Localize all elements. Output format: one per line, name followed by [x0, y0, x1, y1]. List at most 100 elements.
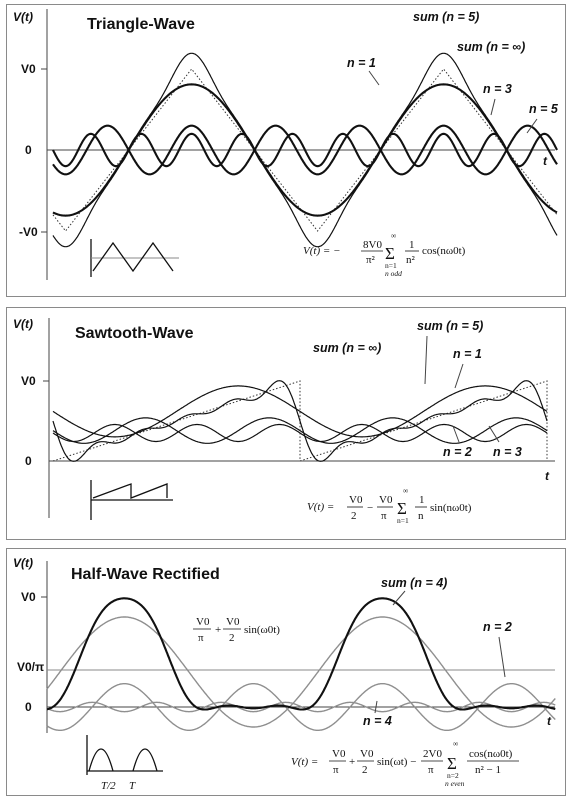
- y-tick-label-zero: 0: [25, 700, 32, 714]
- formula-sum-bottom: n=1: [397, 516, 409, 525]
- fund-a-num: V0: [196, 616, 210, 628]
- formula-sigma: Σ: [397, 499, 407, 518]
- chart-title: Half-Wave Rectified: [71, 566, 220, 583]
- formula-sum-cond: n even: [445, 779, 465, 788]
- y-tick-label-neg-v0: -V0: [19, 225, 38, 239]
- series-sum-n-5: [52, 380, 548, 462]
- y-tick-label-v0: V0: [21, 374, 36, 388]
- label-leader: [424, 335, 428, 385]
- label-n-1: n = 1: [453, 347, 482, 361]
- series-sum-n-5: [52, 52, 558, 248]
- formula-a-den: 2: [351, 510, 357, 522]
- formula-coef-num: 8V0: [363, 239, 382, 251]
- formula-c-den: π: [428, 764, 434, 776]
- half-wave-panel: V(t) Half-Wave Rectified V0 V0/π 0 t sum…: [6, 548, 566, 796]
- formula-plus: +: [349, 756, 355, 768]
- series-n-2: [52, 417, 548, 444]
- formula-a-num: V0: [332, 748, 346, 760]
- formula-mid: sin(ωt) −: [377, 756, 416, 768]
- formula-b-den: 2: [362, 764, 368, 776]
- formula-b-num: V0: [360, 748, 374, 760]
- formula-sum-top: ∞: [403, 486, 408, 495]
- half-wave-inset: T/2 T: [86, 735, 163, 792]
- label-n-4: n = 4: [363, 714, 392, 728]
- label-n-2: n = 2: [443, 445, 472, 459]
- fund-b-den: 2: [229, 632, 235, 644]
- fund-tail: sin(ω0t): [244, 624, 280, 636]
- formula-term-num: cos(nω0t): [469, 748, 513, 760]
- half-wave-chart: V(t) Half-Wave Rectified V0 V0/π 0 t sum…: [13, 556, 556, 792]
- y-tick-label-v0: V0: [21, 590, 36, 604]
- series-sum-n-4: [46, 597, 556, 711]
- series-n-4: [46, 701, 556, 713]
- triangle-wave-panel: V(t) Triangle-Wave V0 0 -V0 t sum (n = 5…: [6, 4, 566, 297]
- fund-plus: +: [215, 624, 221, 636]
- formula-c-num: 2V0: [423, 748, 442, 760]
- y-axis-label: V(t): [13, 317, 33, 331]
- label-n-5: n = 5: [529, 102, 559, 116]
- formula-sigma: Σ: [447, 754, 457, 773]
- label-leader: [498, 636, 506, 678]
- inset-sawtooth-wave: [92, 483, 168, 499]
- formula-term-num: 1: [409, 239, 415, 251]
- formula-sigma: Σ: [385, 244, 395, 263]
- label-leader: [374, 700, 378, 714]
- chart-title: Sawtooth-Wave: [75, 325, 194, 342]
- y-axis-label: V(t): [13, 10, 33, 24]
- triangle-wave-chart: V(t) Triangle-Wave V0 0 -V0 t sum (n = 5…: [13, 9, 559, 280]
- formula-b-num: V0: [379, 494, 393, 506]
- y-tick-label-zero: 0: [25, 454, 32, 468]
- x-axis-label: t: [545, 469, 550, 483]
- chart-title: Triangle-Wave: [87, 16, 195, 33]
- inset-tick-t: T: [129, 780, 136, 792]
- sawtooth-wave-chart: V(t) Sawtooth-Wave V0 0 t sum (n = 5) su…: [13, 317, 555, 525]
- formula-term-den: n: [418, 510, 424, 522]
- series-fundamental: [46, 616, 556, 728]
- inset-tick-t-half: T/2: [101, 780, 116, 792]
- formula-term-tail: cos(nω0t): [422, 245, 466, 257]
- label-leader: [490, 98, 496, 116]
- label-n-3: n = 3: [493, 445, 522, 459]
- formula-b-den: π: [381, 510, 387, 522]
- fund-b-num: V0: [226, 616, 240, 628]
- sawtooth-inset: [90, 480, 173, 520]
- sawtooth-wave-panel: V(t) Sawtooth-Wave V0 0 t sum (n = 5) su…: [6, 307, 566, 540]
- label-sum-n-5: sum (n = 5): [413, 10, 479, 24]
- label-n-3: n = 3: [483, 82, 512, 96]
- label-leader: [488, 425, 500, 443]
- series-n-2: [46, 683, 556, 731]
- formula-sum-bottom: n=1: [385, 261, 397, 270]
- label-sum-n-5: sum (n = 5): [417, 319, 483, 333]
- x-axis-label: t: [547, 714, 552, 728]
- formula-lhs: V(t) =: [307, 501, 334, 513]
- inset-half-wave: [88, 748, 158, 772]
- inset-triangle-wave: [92, 241, 174, 273]
- sawtooth-formula: V(t) = V0 2 − V0 π ∞ Σ n=1 1 n sin(nω0t): [307, 486, 472, 525]
- label-leader: [368, 70, 380, 86]
- formula-term-den: n²: [406, 254, 416, 266]
- label-sum-n-inf: sum (n = ∞): [313, 341, 381, 355]
- label-n-1: n = 1: [347, 56, 376, 70]
- y-tick-label-v0: V0: [21, 62, 36, 76]
- formula-term-den: n² − 1: [475, 764, 501, 776]
- formula-lhs: V(t) =: [291, 756, 318, 768]
- formula-coef-den: π²: [366, 254, 376, 266]
- fund-a-den: π: [198, 632, 204, 644]
- label-leader: [392, 590, 406, 606]
- label-leader: [452, 425, 460, 443]
- triangle-formula: V(t) = − 8V0 π² ∞ Σ n=1 n odd 1 n² cos(n…: [303, 231, 466, 278]
- y-axis-label: V(t): [13, 556, 33, 570]
- formula-sum-top: ∞: [453, 739, 458, 748]
- x-axis-label: t: [543, 154, 548, 168]
- formula-lhs: V(t) = −: [303, 245, 340, 257]
- label-n-2: n = 2: [483, 620, 512, 634]
- formula-minus: −: [367, 502, 373, 514]
- label-leader: [526, 118, 538, 134]
- formula-a-num: V0: [349, 494, 363, 506]
- formula-sum-top: ∞: [391, 231, 396, 240]
- formula-term-num: 1: [419, 494, 425, 506]
- label-sum-n-4: sum (n = 4): [381, 576, 447, 590]
- y-tick-label-v0-over-pi: V0/π: [17, 660, 44, 674]
- formula-a-den: π: [333, 764, 339, 776]
- fundamental-formula: V0 π + V0 2 sin(ω0t): [193, 616, 280, 644]
